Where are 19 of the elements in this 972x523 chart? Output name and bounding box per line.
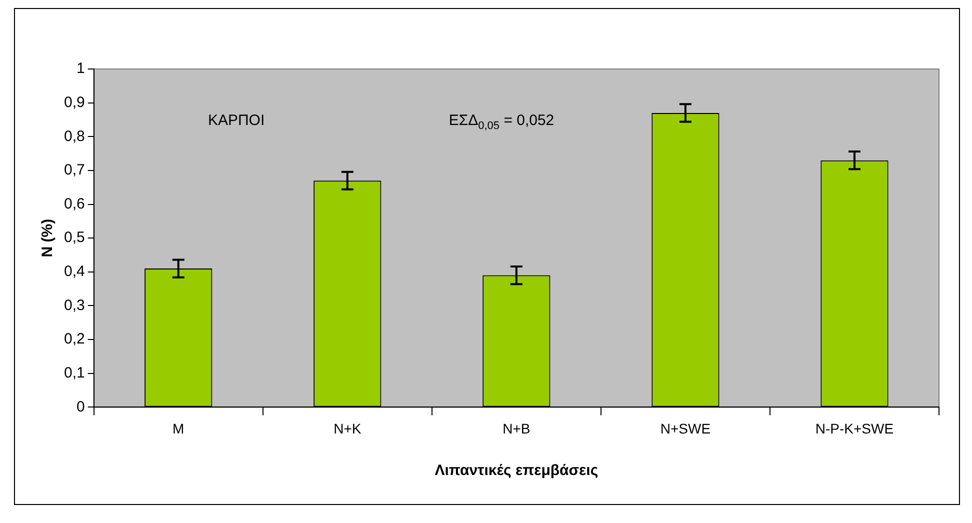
y-tick-label: 0,6: [64, 195, 85, 212]
y-axis-title: N (%): [39, 218, 56, 258]
y-tick-label: 0,9: [64, 94, 85, 111]
y-tick-label: 0,1: [64, 364, 85, 382]
annotation: ΚΑΡΠΟΙ: [208, 112, 265, 129]
y-tick-label: 0: [76, 398, 85, 416]
x-tick-label: M: [172, 420, 184, 436]
y-tick-label: 0,5: [64, 229, 85, 246]
x-tick-label: N-P-K+SWE: [815, 420, 894, 436]
y-tick-label: 0,7: [64, 162, 85, 179]
y-tick-label: 0,3: [64, 296, 85, 314]
x-tick-label: N+K: [334, 420, 362, 436]
y-tick-label: 0,4: [64, 263, 85, 280]
x-axis-title: Λιπαντικές επεμβάσεις: [434, 462, 598, 480]
x-tick-label: N+B: [502, 420, 530, 436]
y-tick-label: 1: [76, 60, 85, 78]
y-tick-label: 0,2: [64, 330, 85, 348]
y-tick-label: 0,8: [64, 128, 85, 145]
x-tick-label: N+SWE: [660, 420, 711, 436]
